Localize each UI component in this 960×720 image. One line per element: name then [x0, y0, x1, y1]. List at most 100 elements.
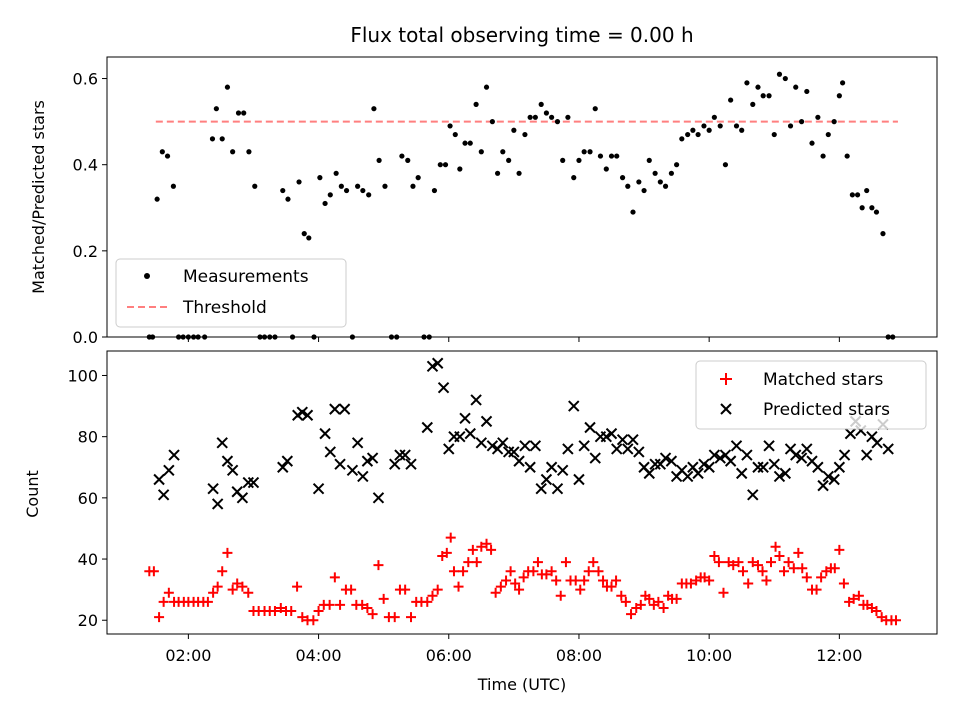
- matched-stars-point: [367, 609, 378, 620]
- measurement-point: [549, 114, 555, 120]
- predicted-stars-point: [470, 394, 482, 406]
- measurement-point: [376, 157, 382, 163]
- matched-stars-point: [871, 606, 882, 617]
- measurement-point: [301, 231, 307, 237]
- matched-stars-point: [658, 602, 669, 613]
- predicted-stars-point: [779, 467, 792, 480]
- measurement-point: [744, 80, 750, 86]
- predicted-stars-point: [236, 492, 249, 504]
- matched-stars-point: [329, 572, 340, 583]
- predicted-stars-point: [833, 461, 846, 473]
- legend-measurements-marker: [144, 273, 150, 279]
- matched-stars-point: [297, 612, 308, 623]
- measurement-point: [457, 166, 463, 172]
- predicted-stars-point: [551, 482, 564, 495]
- predicted-stars-point: [627, 434, 639, 446]
- predicted-stars-point: [394, 449, 406, 461]
- measurement-point: [849, 192, 855, 198]
- predicted-stars-point: [277, 461, 289, 473]
- measurement-point: [711, 114, 717, 120]
- predicted-stars-point: [329, 403, 341, 415]
- matched-stars-point: [718, 587, 729, 598]
- x-tick-label: 02:00: [165, 646, 211, 665]
- predicted-stars-point: [692, 467, 704, 480]
- measurement-point: [619, 175, 626, 181]
- predicted-stars-point: [157, 489, 170, 501]
- measurement-point: [366, 192, 372, 198]
- matched-stars-point: [555, 590, 566, 601]
- matched-stars-point: [774, 550, 785, 561]
- measurement-point: [869, 205, 875, 211]
- bottom-legend: Matched stars Predicted stars: [695, 360, 927, 430]
- predicted-stars-point: [361, 455, 374, 467]
- x-tick-label: 08:00: [556, 646, 602, 665]
- matched-stars-point: [505, 566, 516, 577]
- matched-stars-point: [373, 560, 384, 571]
- matched-stars-point: [427, 590, 438, 601]
- legend-predicted-marker: [720, 403, 732, 415]
- matched-stars-point: [801, 572, 812, 583]
- legend-predicted-label: Predicted stars: [763, 400, 890, 420]
- predicted-stars-point: [334, 458, 346, 470]
- measurement-point: [603, 166, 609, 172]
- matched-stars-point: [797, 563, 808, 574]
- measurement-point: [442, 162, 449, 168]
- measurement-point: [766, 93, 772, 99]
- matched-stars-point: [476, 541, 487, 552]
- y-tick-label: 0.6: [73, 70, 98, 89]
- measurement-point: [532, 114, 538, 120]
- measurement-point: [592, 106, 598, 112]
- measurement-point: [679, 136, 685, 142]
- predicted-stars-point: [168, 449, 180, 461]
- predicted-stars-point: [611, 443, 623, 455]
- matched-stars-point: [616, 590, 627, 601]
- predicted-stars-point: [508, 446, 520, 458]
- predicted-stars-point: [372, 492, 385, 504]
- measurement-point: [280, 187, 286, 194]
- top-legend-box: [115, 258, 347, 328]
- predicted-stars-point: [351, 437, 364, 449]
- measurement-point: [674, 162, 680, 168]
- measurement-point: [410, 183, 416, 189]
- predicted-stars-point: [221, 455, 234, 467]
- matched-stars-point: [445, 532, 456, 543]
- predicted-stars-point: [568, 400, 580, 412]
- measurement-point: [641, 187, 647, 194]
- matched-stars-point: [761, 575, 772, 586]
- predicted-stars-point: [324, 446, 336, 458]
- measurement-point: [382, 183, 388, 189]
- measurement-point: [722, 162, 729, 168]
- matched-stars-point: [308, 615, 319, 626]
- predicted-stars-point: [605, 427, 618, 440]
- predicted-stars-point: [882, 443, 894, 455]
- predicted-stars-point: [573, 473, 585, 486]
- matched-stars-point: [486, 544, 497, 555]
- measurement-point: [478, 149, 484, 155]
- matched-stars-point: [406, 612, 417, 623]
- matched-stars-point: [541, 569, 552, 580]
- measurement-point: [771, 131, 777, 138]
- predicted-stars-point: [529, 440, 542, 452]
- measurement-point: [782, 75, 788, 82]
- matched-stars-point: [709, 550, 720, 561]
- matched-stars-point: [400, 584, 411, 595]
- matched-stars-point: [635, 599, 646, 610]
- measurement-point: [706, 127, 712, 133]
- matched-stars-point: [467, 544, 478, 555]
- predicted-stars-point: [312, 482, 325, 495]
- bottom-panel: Count Time (UTC) 20 40 60 80 100 02:00 04:00 06…: [23, 350, 938, 694]
- measurement-point: [338, 183, 344, 189]
- matched-stars-point: [422, 596, 433, 607]
- matched-stars-point: [148, 566, 159, 577]
- predicted-stars-point: [346, 464, 359, 477]
- measurement-point: [733, 123, 740, 129]
- predicted-stars-point: [828, 473, 840, 486]
- matched-stars-point: [853, 590, 864, 601]
- matched-stars-point: [671, 593, 682, 604]
- measurement-point: [750, 101, 756, 107]
- predicted-stars-point: [665, 455, 678, 467]
- matched-stars-point: [217, 566, 228, 577]
- measurement-point: [224, 84, 231, 90]
- legend-measurements-label: Measurements: [183, 267, 309, 287]
- matched-stars-point: [738, 566, 749, 577]
